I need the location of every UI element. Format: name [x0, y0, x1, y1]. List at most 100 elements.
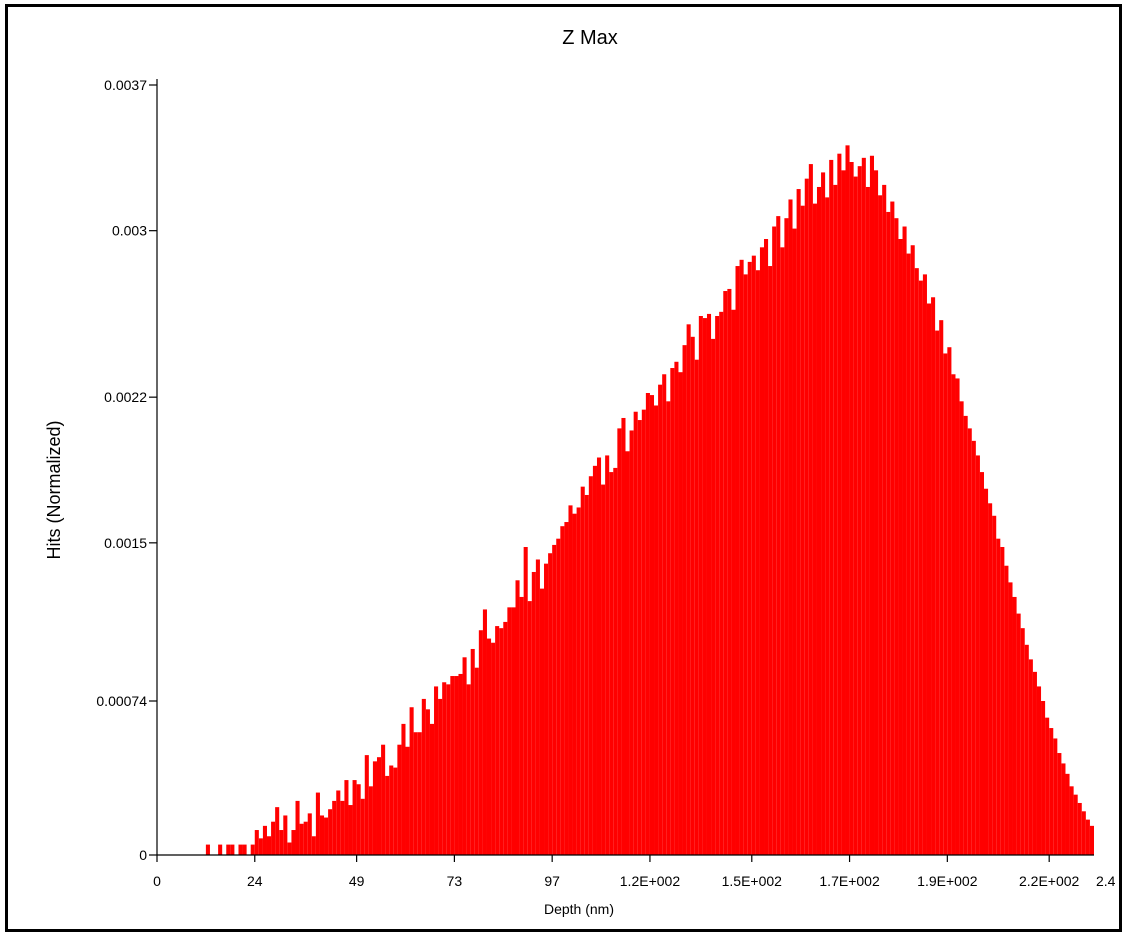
- histogram-bar: [519, 596, 524, 855]
- x-tick-label: 97: [544, 873, 560, 889]
- histogram-bar: [580, 486, 585, 855]
- histogram-bar: [658, 384, 663, 855]
- histogram-bar: [812, 203, 817, 855]
- histogram-bar: [735, 266, 740, 855]
- histogram-bar: [984, 488, 989, 855]
- x-tick-label: 1.7E+002: [819, 873, 880, 889]
- histogram-bar: [975, 455, 980, 855]
- histogram-bar: [307, 813, 312, 855]
- x-tick-label: 1.5E+002: [722, 873, 783, 889]
- histogram-bar: [715, 316, 720, 855]
- histogram-bar: [1000, 547, 1005, 855]
- histogram-bar: [694, 359, 699, 855]
- histogram-bar: [979, 472, 984, 855]
- histogram-bar: [319, 815, 325, 855]
- histogram-bar: [918, 280, 923, 855]
- histogram-bar: [564, 522, 569, 855]
- histogram-bar: [947, 347, 952, 855]
- histogram-bar: [1036, 686, 1042, 855]
- y-tick-label: 0.0022: [104, 389, 147, 405]
- histogram-bar: [992, 515, 997, 855]
- histogram-bar: [299, 823, 304, 855]
- y-tick-label: 0: [139, 847, 147, 863]
- histogram-bar: [727, 288, 732, 855]
- histogram-bar: [833, 184, 838, 855]
- histogram-bar: [287, 842, 292, 855]
- histogram-bar: [438, 698, 443, 855]
- histogram-bar: [572, 513, 577, 855]
- histogram-bar: [254, 830, 259, 855]
- histogram-bar: [922, 274, 927, 855]
- histogram-bar: [1012, 596, 1017, 855]
- histogram-bar: [556, 538, 561, 855]
- histogram-bar: [874, 170, 879, 855]
- histogram-bar: [568, 505, 573, 855]
- histogram-bar: [739, 259, 744, 855]
- histogram-bar: [996, 538, 1001, 855]
- histogram-bar: [894, 218, 899, 855]
- histogram-bar: [531, 571, 536, 855]
- histogram-bar: [625, 451, 630, 855]
- histogram-bar: [409, 707, 414, 855]
- histogram-bar: [303, 821, 308, 855]
- histogram-bar: [711, 338, 716, 855]
- histogram-bar: [768, 266, 773, 855]
- histogram-bar: [450, 676, 455, 855]
- histogram-bar: [238, 844, 243, 855]
- histogram-bar: [1073, 794, 1078, 855]
- histogram-bar: [458, 673, 463, 855]
- histogram-bar: [1081, 811, 1086, 855]
- histogram-bar: [935, 330, 940, 855]
- histogram-bar: [364, 755, 369, 855]
- y-axis-label: Hits (Normalized): [44, 420, 64, 559]
- histogram-bar: [417, 732, 422, 855]
- histogram-bar: [601, 484, 606, 855]
- histogram-bar: [482, 609, 487, 855]
- y-tick-label: 0.0015: [104, 535, 147, 551]
- histogram-bar: [348, 805, 353, 855]
- histogram-bar: [352, 780, 357, 855]
- histogram-bar: [682, 345, 687, 855]
- x-tick-label: 1.2E+002: [620, 873, 681, 889]
- histogram-bar: [641, 409, 646, 855]
- histogram-bar: [328, 809, 333, 855]
- histogram-bar: [678, 372, 683, 855]
- histogram-bar: [882, 184, 887, 855]
- histogram-bar: [336, 790, 341, 855]
- histogram-bar: [878, 195, 883, 856]
- histogram-bar: [804, 178, 809, 855]
- histogram-bar: [1049, 728, 1054, 855]
- histogram-bar: [262, 825, 267, 855]
- x-tick-label: 49: [349, 873, 365, 889]
- histogram-bar: [629, 430, 634, 855]
- histogram-bar: [829, 159, 834, 856]
- histogram-bar: [808, 164, 813, 855]
- x-tick-label: 73: [447, 873, 463, 889]
- histogram-bar: [898, 239, 903, 855]
- histogram-bar: [617, 428, 622, 855]
- histogram-bar: [401, 723, 406, 855]
- histogram-bar: [816, 186, 822, 856]
- histogram-bar: [507, 607, 512, 855]
- histogram-bar: [931, 297, 936, 855]
- histogram-bar: [825, 197, 830, 855]
- histogram-bar: [1065, 773, 1070, 855]
- histogram-bar: [841, 170, 846, 855]
- histogram-bar: [731, 309, 736, 855]
- histogram-bar: [291, 830, 296, 855]
- histogram-bar: [279, 830, 284, 855]
- histogram-bar: [971, 440, 976, 855]
- histogram-bar: [1085, 819, 1090, 855]
- histogram-bar: [592, 465, 597, 855]
- histogram-bar: [1045, 717, 1050, 855]
- x-ticks-group: 0 24 49 73 97 1.2E+002 1.5E+002 1.7E+002 1.9E+00…: [153, 855, 1116, 889]
- histogram-bar: [1061, 763, 1066, 855]
- histogram-bar: [205, 844, 210, 855]
- histogram-bar: [906, 253, 911, 855]
- histogram-bar: [393, 767, 398, 855]
- histogram-bar: [853, 176, 858, 855]
- histogram-bar: [230, 844, 235, 855]
- x-axis-label: Depth (nm): [544, 901, 614, 917]
- histogram-bar: [340, 800, 345, 855]
- histogram-bar: [796, 189, 801, 856]
